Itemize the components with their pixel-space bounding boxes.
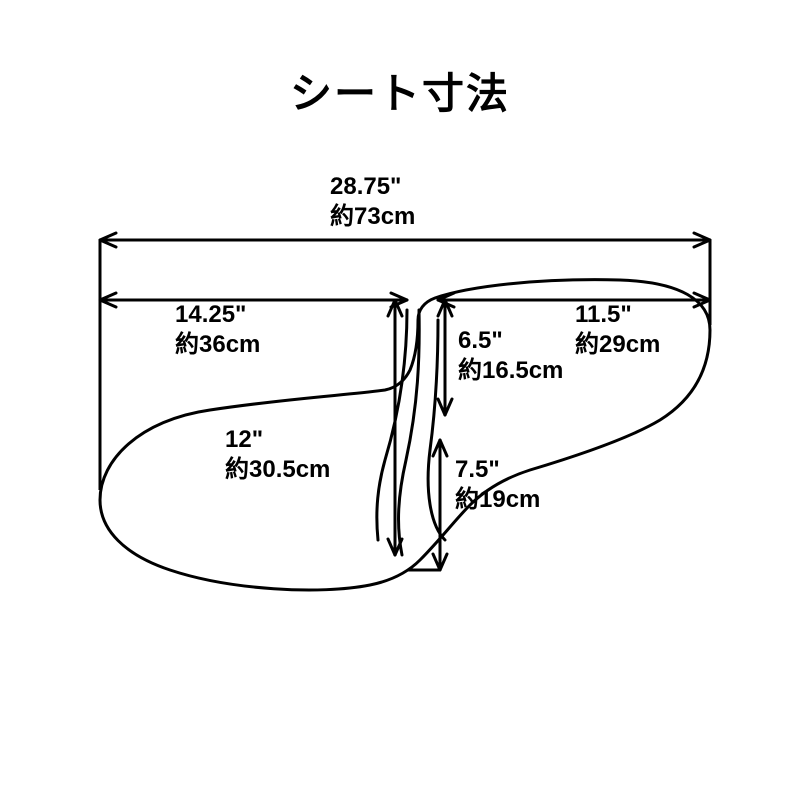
- dimension-rear-height: [438, 300, 452, 415]
- dimension-inches: 12": [225, 425, 330, 455]
- dimension-cm: 約29cm: [575, 330, 660, 360]
- dimension-label-rear-length: 11.5"約29cm: [575, 300, 660, 360]
- dimension-cm: 約19cm: [455, 485, 540, 515]
- dimension-inches: 28.75": [330, 172, 415, 202]
- dimension-cm: 約73cm: [330, 202, 415, 232]
- dimension-label-front-length: 14.25"約36cm: [175, 300, 260, 360]
- dimension-inches: 14.25": [175, 300, 260, 330]
- dimension-cm: 約36cm: [175, 330, 260, 360]
- dimension-label-step-height: 7.5"約19cm: [455, 455, 540, 515]
- dimension-label-front-height: 12"約30.5cm: [225, 425, 330, 485]
- seat-inner-line-2: [428, 320, 445, 540]
- dimension-rear-length: [438, 293, 710, 307]
- dimension-label-overall-length: 28.75"約73cm: [330, 172, 415, 232]
- diagram-canvas: シート寸法 28.75"約73cm14.25"約36cm11.5"約29cm6.…: [0, 0, 800, 800]
- dimension-label-rear-height: 6.5"約16.5cm: [458, 326, 563, 386]
- dimension-inches: 6.5": [458, 326, 563, 356]
- dimension-cm: 約16.5cm: [458, 356, 563, 386]
- seat-inner-line-0: [377, 310, 407, 540]
- dimension-inches: 7.5": [455, 455, 540, 485]
- diagram-svg: [0, 0, 800, 800]
- dimension-inches: 11.5": [575, 300, 660, 330]
- dimension-cm: 約30.5cm: [225, 455, 330, 485]
